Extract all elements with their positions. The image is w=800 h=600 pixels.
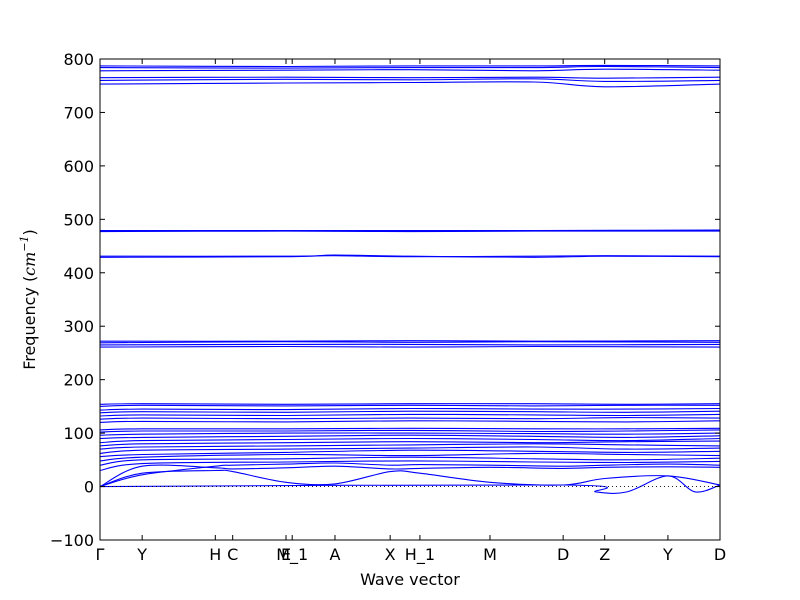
y-axis-label-close: ) (20, 229, 39, 235)
y-axis-label-unit: cm (20, 252, 39, 276)
band-lines (99, 64, 721, 494)
x-tick-label: Y (662, 545, 673, 564)
y-tick-label: 700 (63, 103, 94, 122)
band-line-29 (99, 255, 721, 258)
band-line-16 (99, 427, 721, 431)
x-tick-label: C (227, 545, 238, 564)
x-tick-label: M (483, 545, 497, 564)
band-line-31 (99, 229, 721, 232)
band-line-1 (99, 469, 721, 488)
band-line-8 (99, 449, 721, 458)
x-tick-label: M_1 (276, 545, 308, 565)
band-line-21 (99, 407, 721, 411)
band-line-32 (99, 81, 721, 88)
band-line-19 (99, 413, 721, 417)
band-line-33 (99, 78, 721, 82)
x-axis-label: Wave vector (360, 570, 460, 589)
band-line-2 (99, 464, 721, 488)
y-tick-label: 200 (63, 371, 94, 390)
band-line-13 (99, 434, 721, 440)
y-tick-label: −100 (50, 531, 94, 550)
band-line-36 (99, 65, 721, 69)
band-line-11 (99, 440, 721, 447)
band-line-25 (99, 343, 721, 346)
x-tick-label: A (330, 545, 341, 564)
band-line-7 (99, 452, 721, 462)
band-line-20 (99, 410, 721, 414)
y-axis-ticks: −100 0 100 200 300 400 500 600 700 800 (50, 50, 720, 550)
band-line-15 (99, 429, 721, 433)
band-line-6 (99, 456, 721, 466)
plot-frame (99, 58, 721, 541)
x-tick-label: H_1 (405, 545, 435, 565)
band-line-14 (99, 432, 721, 436)
y-tick-label: 0 (84, 478, 94, 497)
band-line-4 (99, 475, 721, 494)
x-tick-label: E (281, 545, 291, 564)
band-line-10 (99, 443, 721, 450)
y-axis-label-exponent: −1 (18, 235, 31, 251)
band-line-3 (99, 462, 721, 488)
x-tick-label: Z (599, 545, 610, 564)
y-tick-label: 500 (63, 210, 94, 229)
x-tick-label: D (557, 545, 569, 564)
band-line-26 (99, 341, 721, 344)
band-line-5 (99, 460, 721, 472)
y-tick-label: 600 (63, 157, 94, 176)
x-tick-label: D (714, 545, 726, 564)
band-line-37 (99, 64, 721, 68)
x-tick-label: H (209, 545, 221, 564)
band-line-27 (99, 340, 721, 342)
band-line-12 (99, 437, 721, 444)
band-line-30 (99, 230, 721, 233)
x-axis-ticks: Γ Y H C EM_1 A X H_1 M D Z Y D (96, 59, 726, 565)
band-line-22 (99, 404, 721, 407)
y-axis-label: Frequency (cm−1) (18, 229, 39, 370)
band-line-18 (99, 417, 721, 420)
band-line-9 (99, 446, 721, 454)
y-tick-label: 300 (63, 317, 94, 336)
band-line-23 (99, 403, 721, 405)
band-line-34 (99, 76, 721, 79)
x-tick-label: Γ (96, 545, 105, 564)
x-tick-label: Y (136, 545, 147, 564)
y-tick-label: 800 (63, 50, 94, 69)
band-line-17 (99, 420, 721, 423)
y-tick-label: 100 (63, 424, 94, 443)
band-line-24 (99, 345, 721, 348)
y-axis-label-main: Frequency ( (20, 276, 39, 370)
band-line-35 (99, 68, 721, 72)
y-tick-label: 400 (63, 264, 94, 283)
x-tick-label: X (385, 545, 396, 564)
